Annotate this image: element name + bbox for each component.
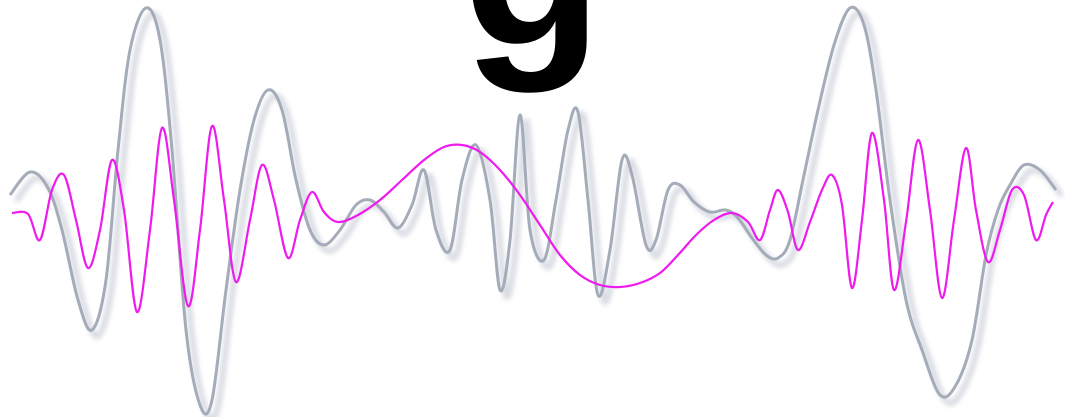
magenta-waveform-group — [11, 124, 1054, 314]
headline-text: g — [0, 0, 1065, 80]
magenta-waveform-line — [11, 124, 1054, 314]
gray-waveform-shadow — [13, 10, 1065, 417]
gray-waveform-group — [8, 5, 1065, 417]
